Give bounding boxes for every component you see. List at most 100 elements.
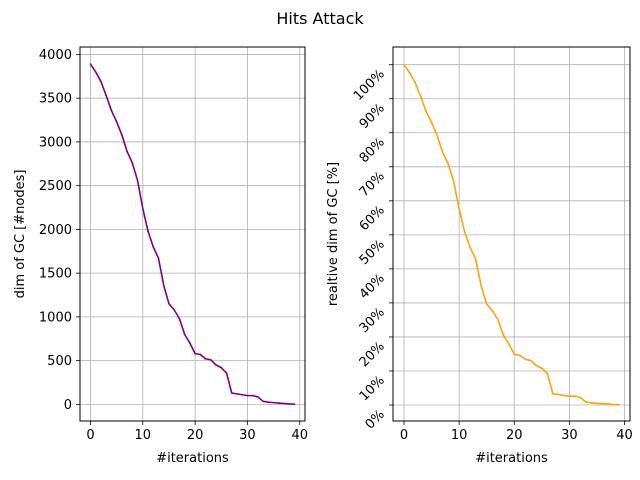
data-point xyxy=(162,284,165,287)
y-tick-label: 10% xyxy=(357,373,388,404)
data-point xyxy=(447,162,449,165)
y-tick-label: 80% xyxy=(357,135,388,166)
data-point xyxy=(607,403,609,405)
data-point xyxy=(601,402,604,405)
data-point xyxy=(452,180,455,182)
data-point xyxy=(94,71,97,73)
data-point xyxy=(596,402,598,405)
chart-panel-2: 0 10 20 30 40 0% 10%20%30%40%50%60%70%80%90%10… xyxy=(326,46,633,466)
data-point xyxy=(552,392,554,395)
data-point xyxy=(152,246,155,248)
data-point xyxy=(100,80,102,83)
data-point xyxy=(414,81,416,84)
y-tick-label: 2000 xyxy=(39,223,72,238)
data-point xyxy=(220,366,223,369)
data-point xyxy=(408,71,411,74)
data-point xyxy=(430,121,433,124)
x-tick-label: 30 xyxy=(239,428,256,443)
data-point xyxy=(463,230,466,233)
data-point xyxy=(136,179,139,182)
series-line xyxy=(89,63,295,405)
data-point xyxy=(425,110,427,113)
data-point xyxy=(110,109,113,112)
y-tick-label: 100% xyxy=(351,67,388,104)
data-point xyxy=(278,402,280,404)
y-tick-label: 30% xyxy=(357,305,388,336)
data-point xyxy=(204,358,207,360)
y-tick-label: 90% xyxy=(357,101,388,132)
y-tick-label: 70% xyxy=(357,169,388,200)
data-point xyxy=(272,401,275,404)
data-point xyxy=(288,403,291,405)
x-tick-label: 20 xyxy=(506,428,523,443)
y-tick-label: 2500 xyxy=(39,179,72,194)
y-tick-label: 4000 xyxy=(39,48,72,63)
y-tick-label: 20% xyxy=(357,339,388,370)
data-point xyxy=(105,94,107,97)
y-tick-label: 50% xyxy=(357,237,388,268)
data-point xyxy=(436,134,438,137)
data-point xyxy=(225,372,228,374)
data-point xyxy=(194,352,196,355)
data-point xyxy=(419,95,422,98)
y-tick-label: 0% xyxy=(363,407,388,432)
y-tick-label: 1500 xyxy=(39,267,72,282)
data-point xyxy=(251,394,254,397)
data-point xyxy=(115,121,118,123)
data-point xyxy=(293,403,296,406)
y-axis-label: dim of GC [#nodes] xyxy=(13,170,28,299)
data-point xyxy=(178,317,181,320)
x-axis-label: #iterations xyxy=(156,451,229,466)
data-point xyxy=(502,334,505,336)
data-point xyxy=(89,63,92,65)
y-tick-label: 1000 xyxy=(39,310,72,325)
y-tick-label: 3500 xyxy=(39,92,72,107)
x-tick-label: 0 xyxy=(400,428,408,443)
data-point xyxy=(131,162,134,164)
data-point xyxy=(241,393,244,396)
data-point xyxy=(612,403,615,406)
y-tick-label: 0 xyxy=(64,398,72,413)
y-tick-label: 60% xyxy=(357,203,388,234)
data-point xyxy=(618,404,620,406)
data-point xyxy=(189,342,191,344)
data-point xyxy=(262,400,264,403)
data-point xyxy=(183,333,186,336)
data-point xyxy=(507,342,510,345)
data-point xyxy=(173,309,175,311)
data-point xyxy=(458,208,460,210)
data-point xyxy=(529,359,532,362)
data-point xyxy=(518,354,521,357)
plot-frame xyxy=(79,46,306,422)
x-tick-label: 20 xyxy=(187,428,204,443)
data-point xyxy=(480,285,482,287)
data-point xyxy=(441,151,444,153)
plot-frame xyxy=(392,46,631,422)
data-point xyxy=(215,364,217,366)
data-point xyxy=(141,207,144,210)
data-point xyxy=(121,134,123,136)
x-tick-label: 0 xyxy=(86,428,94,443)
x-tick-label: 10 xyxy=(135,428,152,443)
series-line xyxy=(403,64,620,406)
data-point xyxy=(469,246,471,249)
y-axis-label: realtive dim of GC [%] xyxy=(326,162,341,306)
data-point xyxy=(230,392,233,394)
data-point xyxy=(496,318,499,321)
data-point xyxy=(513,353,516,356)
data-point xyxy=(126,150,128,153)
data-point xyxy=(485,303,488,306)
data-point xyxy=(403,63,405,66)
data-point xyxy=(574,395,576,397)
data-point xyxy=(546,372,549,375)
data-point xyxy=(246,394,249,397)
data-point xyxy=(491,309,494,312)
data-point xyxy=(585,401,587,403)
data-point xyxy=(557,393,560,396)
chart-panel-1: 0 10 20 30 40 0 500 1000 1500 2000 2500 3000 3500 400… xyxy=(13,46,308,466)
data-point xyxy=(210,358,212,361)
x-axis-label: #iterations xyxy=(475,451,548,466)
data-point xyxy=(568,395,571,397)
data-point xyxy=(283,402,285,405)
y-tick-label: 3000 xyxy=(39,135,72,150)
